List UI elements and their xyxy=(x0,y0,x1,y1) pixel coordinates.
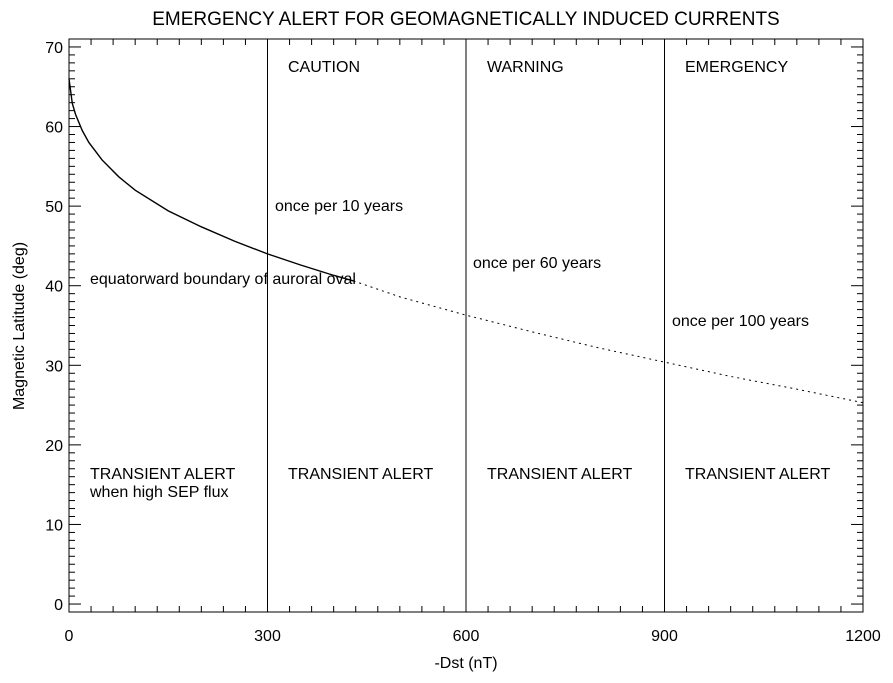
y-tick-label: 40 xyxy=(45,279,63,296)
boundary-line-extrapolated xyxy=(353,280,864,404)
y-tick-label: 70 xyxy=(45,40,63,57)
transient-alert-note: when high SEP flux xyxy=(89,484,228,501)
transient-alert-label-3: TRANSIENT ALERT xyxy=(487,466,632,483)
zone-label-emergency: EMERGENCY xyxy=(685,59,788,76)
x-tick-label: 900 xyxy=(651,628,678,645)
y-tick-label: 20 xyxy=(45,438,63,455)
y-tick-label: 0 xyxy=(54,597,63,614)
y-axis-label: Magnetic Latitude (deg) xyxy=(11,242,28,410)
x-tick-label: 1200 xyxy=(845,628,881,645)
series-group xyxy=(68,78,864,404)
frequency-label-10-years: once per 10 years xyxy=(275,198,403,215)
transient-alert-label-2: TRANSIENT ALERT xyxy=(288,466,433,483)
zone-label-warning: WARNING xyxy=(487,59,564,76)
frequency-label-100-years: once per 100 years xyxy=(672,313,809,330)
transient-alert-label-4: TRANSIENT ALERT xyxy=(685,466,830,483)
boundary-line xyxy=(68,78,354,282)
x-tick-label: 0 xyxy=(65,628,74,645)
threshold-lines xyxy=(267,39,665,612)
axis-ticks xyxy=(68,39,864,612)
x-tick-label: 300 xyxy=(254,628,281,645)
boundary-label: equatorward boundary of auroral oval xyxy=(90,271,356,288)
frequency-label-60-years: once per 60 years xyxy=(473,255,601,272)
tick-labels: 0 300 600 900 1200 0 10 20 30 40 50 60 70 xyxy=(45,40,881,645)
y-tick-label: 30 xyxy=(45,358,63,375)
chart-title: EMERGENCY ALERT FOR GEOMAGNETICALLY INDU… xyxy=(152,9,779,30)
x-tick-label: 600 xyxy=(453,628,480,645)
y-tick-label: 50 xyxy=(45,199,63,216)
y-tick-label: 10 xyxy=(45,517,63,534)
x-axis-label: -Dst (nT) xyxy=(434,655,497,672)
y-tick-label: 60 xyxy=(45,120,63,137)
zone-label-caution: CAUTION xyxy=(288,59,360,76)
transient-alert-label-1: TRANSIENT ALERT xyxy=(90,466,235,483)
